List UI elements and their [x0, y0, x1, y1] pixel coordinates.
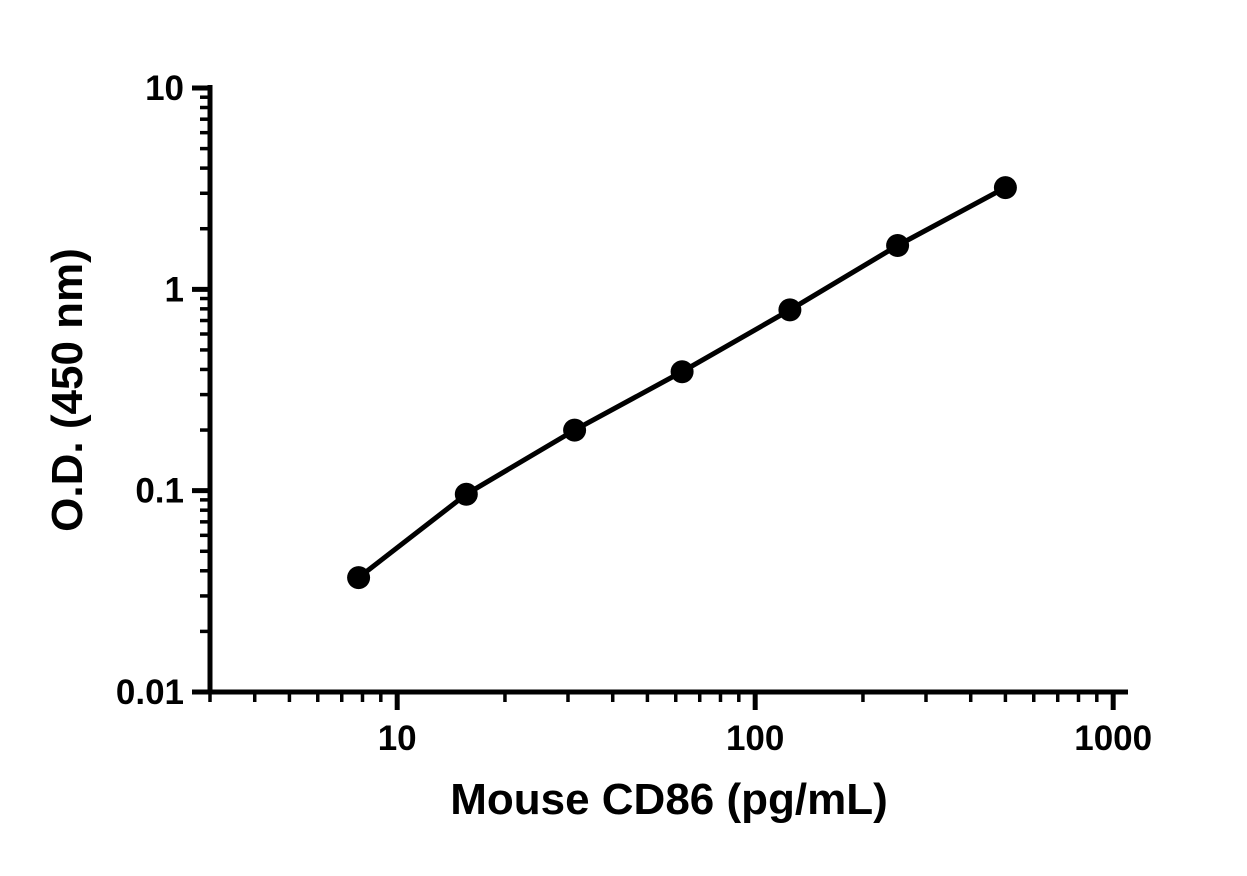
data-point	[778, 298, 802, 322]
x-axis-label: Mouse CD86 (pg/mL)	[450, 775, 888, 824]
data-point	[993, 176, 1017, 200]
x-tick-label: 1000	[1074, 719, 1152, 758]
x-tick-label: 100	[726, 719, 784, 758]
x-tick-label: 10	[378, 719, 417, 758]
y-tick-label: 10	[145, 69, 184, 108]
y-tick-label: 0.1	[135, 472, 184, 511]
data-point	[454, 482, 478, 506]
y-axis-label: O.D. (450 nm)	[43, 248, 92, 532]
y-tick-label: 1	[165, 270, 184, 309]
data-point	[563, 418, 587, 442]
data-point	[886, 234, 910, 257]
data-point	[347, 566, 371, 590]
data-point	[670, 360, 694, 384]
y-tick-label: 0.01	[116, 673, 184, 712]
